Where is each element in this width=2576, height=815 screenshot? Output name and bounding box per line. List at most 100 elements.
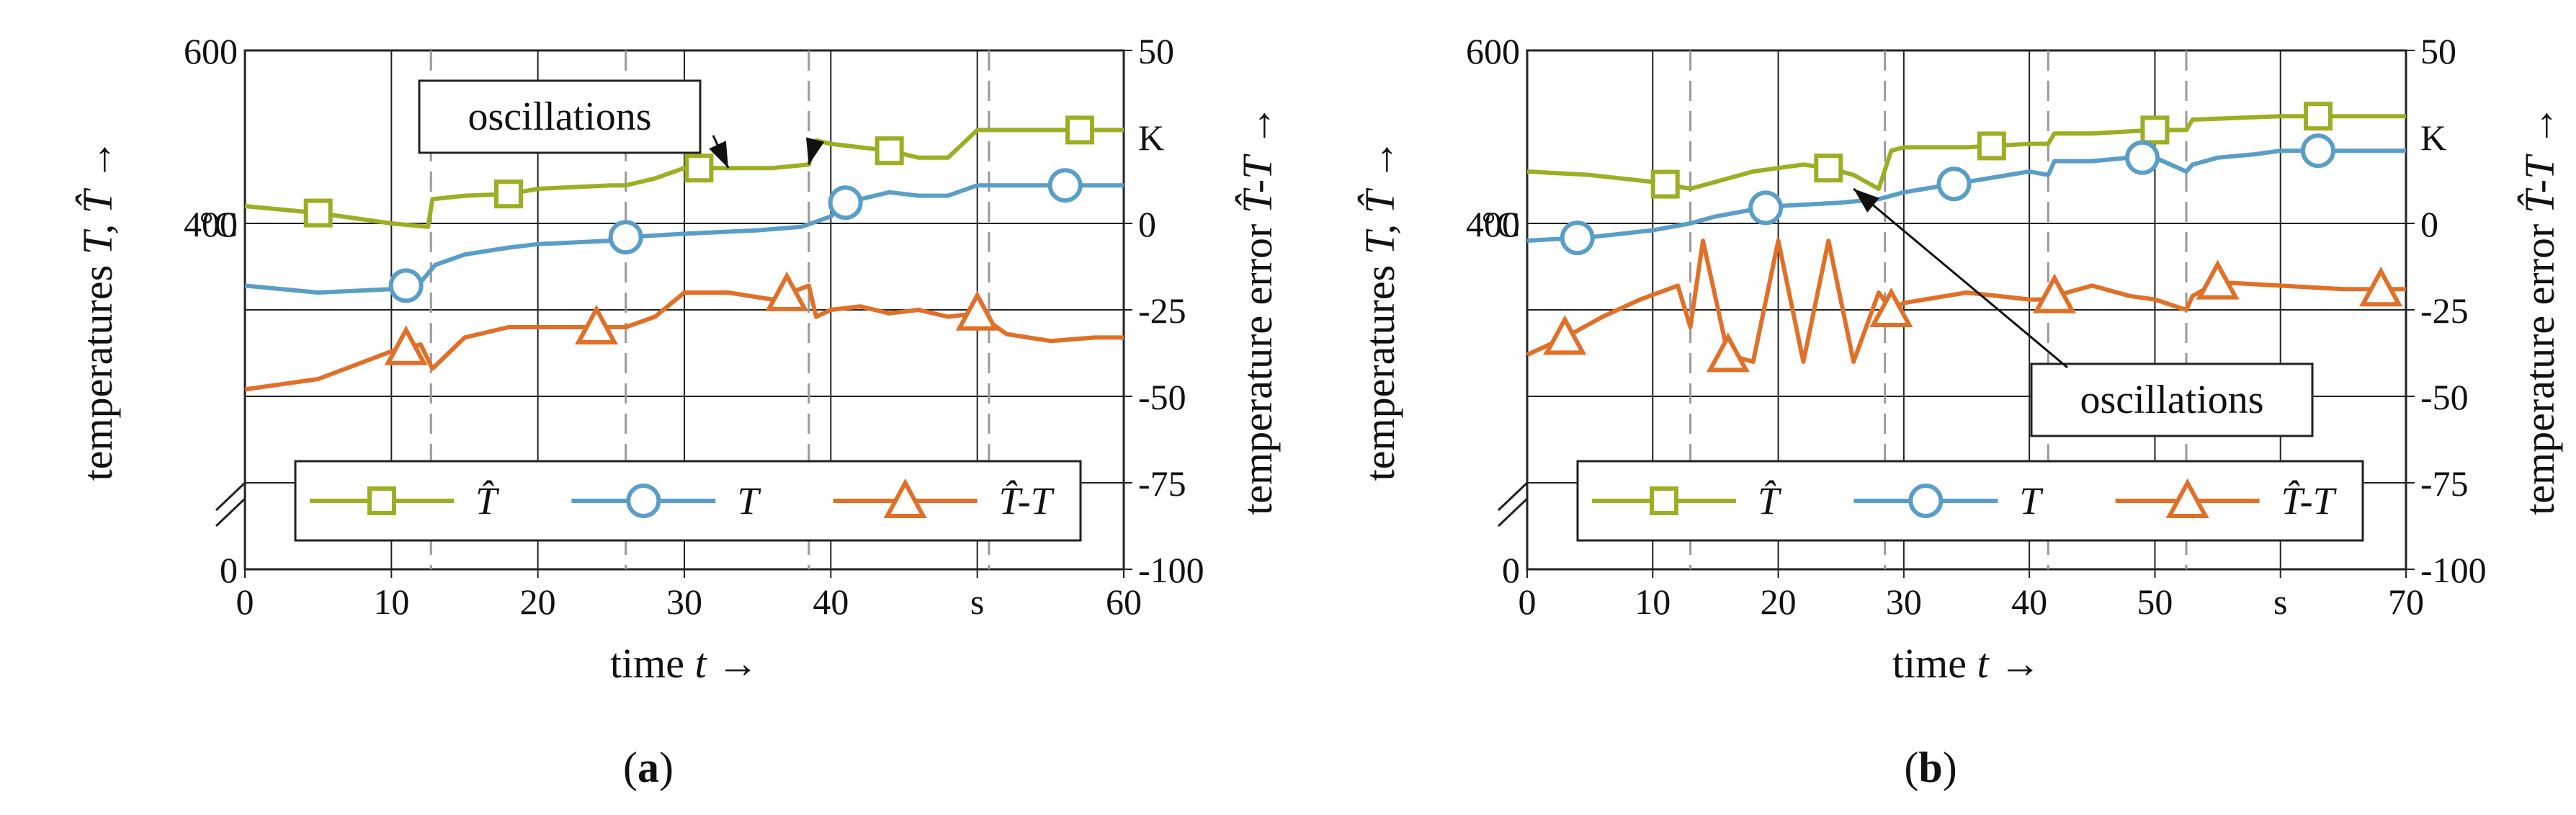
x-tick-label: 20 — [520, 582, 556, 622]
y-left-tick-label: 600 — [1466, 31, 1520, 71]
series-marker-2 — [2196, 259, 2240, 300]
series-marker-1 — [1936, 166, 1972, 202]
series-marker-2 — [384, 325, 428, 365]
y-right-tick-label: -50 — [2420, 377, 2469, 417]
legend-label-2: T̂-T — [2281, 479, 2338, 522]
y-left-axis-label-text: temperatures — [74, 254, 121, 481]
panel-caption-close: ) — [1943, 744, 1957, 791]
x-axis-label-text: time — [610, 640, 695, 687]
series-marker-2 — [955, 290, 999, 331]
series-marker-1 — [2125, 140, 2160, 175]
y-left-tick-label: 0 — [220, 550, 238, 590]
series-marker-1 — [1560, 221, 1595, 256]
x-tick-label: 70 — [2388, 582, 2424, 622]
y-left-tick-label: 400 — [184, 204, 238, 244]
x-tick-label: s — [970, 582, 984, 622]
x-tick-label: 30 — [666, 582, 702, 622]
x-tick-label: 40 — [813, 582, 849, 622]
series-marker-0 — [684, 153, 714, 183]
series-marker-1 — [608, 220, 643, 255]
series-marker-0 — [1977, 131, 2006, 161]
y-right-axis-label: temperature error T̂-T → — [1234, 104, 1281, 515]
axis-break-mark — [215, 481, 246, 527]
y-right-unit-label: K — [1138, 117, 1164, 158]
annotation-arrow-head — [1853, 189, 1879, 213]
y-right-tick-label: -75 — [2420, 463, 2469, 504]
series-line-2 — [1526, 239, 2406, 364]
series-marker-0 — [303, 198, 333, 228]
annotation-box — [418, 79, 702, 154]
series-line-1 — [1526, 148, 2406, 243]
annotation-label: oscillations — [468, 94, 651, 139]
x-axis-label: time t → — [610, 640, 759, 687]
y-right-axis-label: temperature error T̂-T → — [2516, 104, 2563, 515]
x-tick-label: 20 — [1761, 582, 1797, 622]
y-right-tick-label: 50 — [1138, 31, 1174, 71]
y-right-tick-label: -100 — [2420, 550, 2487, 590]
x-tick-label: 10 — [1634, 582, 1671, 622]
legend-marker-0 — [367, 486, 396, 515]
series-marker-0 — [1814, 153, 1843, 183]
series-marker-2 — [1706, 332, 1750, 373]
x-axis-label-symbol: t → — [1977, 640, 2041, 687]
series-marker-1 — [2301, 133, 2335, 169]
legend-marker-1 — [1908, 484, 1944, 518]
legend-label-0: T̂ — [1758, 479, 1782, 522]
y-left-tick-label: 400 — [1466, 204, 1520, 244]
y-right-unit-label: K — [2420, 117, 2446, 158]
y-left-unit-label: °C — [1482, 204, 1520, 244]
annotation-arrow-head — [709, 141, 728, 169]
x-tick-label: 10 — [373, 582, 409, 622]
series-marker-2 — [1869, 287, 1913, 327]
y-left-axis-label: temperatures T, T̂ → — [1356, 139, 1403, 481]
annotation-arrow-head — [805, 137, 825, 165]
x-axis-label: time t → — [1892, 640, 2041, 687]
legend-marker-0 — [1650, 486, 1678, 515]
series-marker-0 — [2140, 115, 2170, 145]
series-marker-1 — [1748, 190, 1784, 226]
y-right-tick-label: 50 — [2420, 31, 2456, 71]
x-axis-label-text: time — [1892, 640, 1977, 687]
y-right-axis-label-text: temperature error — [2516, 213, 2563, 515]
x-tick-label: s — [2273, 582, 2287, 622]
y-left-tick-label: 0 — [1502, 550, 1520, 590]
x-tick-label: 0 — [236, 582, 254, 622]
y-right-tick-label: 0 — [2420, 204, 2438, 244]
legend-label-2: T̂-T — [999, 479, 1055, 522]
chart-panel-b: 0 10 20 30 40 50 s 70 0 400 600 °C -100 -75 -50 -25 0 50 K… — [1356, 31, 2563, 791]
panel-caption-open: ( — [1904, 744, 1918, 791]
series-marker-0 — [875, 136, 904, 166]
series-marker-2 — [1543, 315, 1587, 355]
annotation-label: oscillations — [2080, 378, 2263, 422]
panel-caption-letter: b — [1918, 744, 1942, 791]
panel-caption: (b) — [1904, 744, 1956, 791]
y-right-tick-label: -25 — [1138, 290, 1186, 331]
y-left-unit-label: °C — [200, 204, 238, 244]
y-right-tick-label: -25 — [2420, 290, 2469, 331]
series-marker-2 — [765, 271, 809, 311]
series-marker-0 — [1065, 115, 1094, 145]
series-marker-0 — [494, 179, 523, 209]
x-tick-label: 60 — [1106, 582, 1142, 622]
series-line-0 — [244, 128, 1124, 229]
y-right-tick-label: -50 — [1138, 377, 1186, 417]
x-axis-label-symbol: t → — [694, 640, 759, 687]
y-right-axis-label-symbols: T̂-T → — [1234, 104, 1281, 213]
series-marker-2 — [2032, 273, 2077, 313]
panel-caption: (a) — [623, 744, 674, 791]
y-left-axis-label-symbols: T, T̂ → — [74, 139, 121, 255]
legend-label-0: T̂ — [475, 479, 500, 522]
series-marker-1 — [828, 185, 863, 221]
series-marker-0 — [2304, 102, 2333, 131]
series-line-0 — [1526, 114, 2406, 191]
y-right-tick-label: 0 — [1138, 204, 1156, 244]
y-left-tick-label: 600 — [184, 31, 238, 71]
x-tick-label: 30 — [1886, 582, 1922, 622]
series-marker-0 — [1650, 169, 1680, 199]
series-marker-2 — [2359, 266, 2403, 307]
legend-marker-2 — [2165, 478, 2209, 518]
annotation-box — [2030, 362, 2314, 437]
x-tick-label: 0 — [1519, 582, 1537, 622]
series-marker-1 — [1047, 168, 1083, 203]
